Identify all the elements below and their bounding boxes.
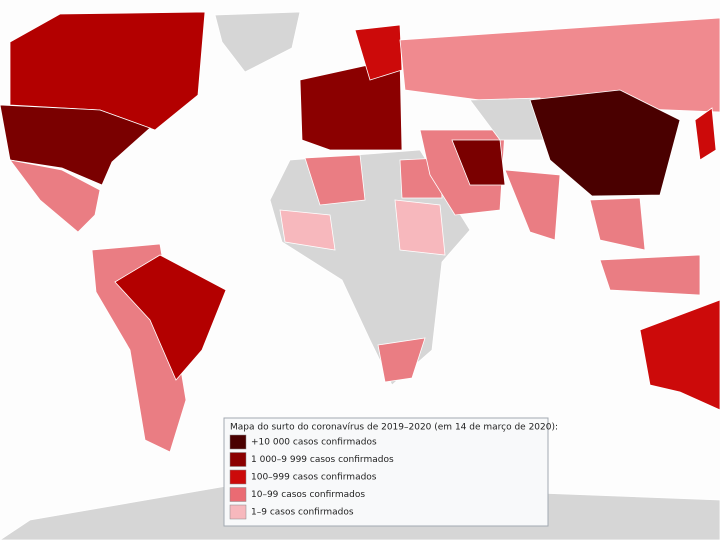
canada [9, 11, 206, 131]
australia [639, 299, 720, 411]
indonesia [599, 254, 701, 296]
legend-label: 1 000–9 999 casos confirmados [251, 455, 394, 465]
legend-swatch [229, 434, 247, 450]
legend-label: +10 000 casos confirmados [251, 438, 377, 448]
india [504, 169, 561, 241]
legend-swatch [229, 452, 247, 467]
legend-swatch [229, 469, 247, 485]
legend-swatch [229, 487, 247, 502]
legend-title: Mapa do surto do coronavírus de 2019–202… [230, 423, 558, 433]
north-africa [304, 154, 366, 206]
west-africa [279, 209, 336, 251]
legend-label: 100–999 casos confirmados [251, 473, 377, 483]
legend-label: 1–9 casos confirmados [251, 508, 354, 518]
iran [451, 139, 506, 186]
japan [694, 107, 717, 161]
legend-swatch [229, 504, 247, 520]
brazil [114, 254, 227, 381]
legend-box [223, 417, 549, 527]
south-africa [377, 337, 426, 383]
southeast-asia [589, 197, 646, 251]
legend: Mapa do surto do coronavírus de 2019–202… [223, 417, 558, 527]
east-africa [394, 199, 446, 256]
mexico-central-america [9, 159, 101, 233]
legend-label: 10–99 casos confirmados [251, 490, 365, 500]
scandinavia [354, 24, 403, 81]
greenland [214, 11, 301, 73]
china [529, 89, 681, 197]
